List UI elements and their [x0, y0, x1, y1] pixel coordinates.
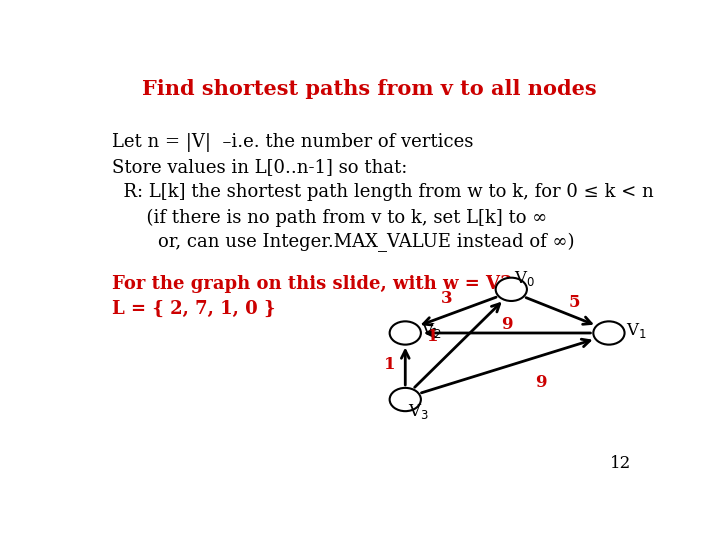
Text: V$_{3}$: V$_{3}$ — [408, 402, 429, 422]
Text: R: L[k] the shortest path length from w to k, for 0 ≤ k < n: R: L[k] the shortest path length from w … — [112, 183, 654, 201]
Circle shape — [593, 321, 624, 345]
Text: (if there is no path from v to k, set L[k] to ∞: (if there is no path from v to k, set L[… — [112, 208, 548, 226]
Text: 1: 1 — [384, 356, 395, 373]
Text: 3: 3 — [441, 290, 453, 307]
Text: 1: 1 — [428, 328, 439, 345]
Text: 5: 5 — [568, 294, 580, 312]
Text: 9: 9 — [535, 374, 546, 392]
Circle shape — [390, 388, 421, 411]
Text: V$_{2}$: V$_{2}$ — [421, 321, 441, 340]
Text: Find shortest paths from v to all nodes: Find shortest paths from v to all nodes — [142, 79, 596, 99]
Text: V$_{0}$: V$_{0}$ — [514, 269, 535, 288]
Text: Let n = |V|  –i.e. the number of vertices: Let n = |V| –i.e. the number of vertices — [112, 133, 474, 152]
Text: or, can use Integer.MAX_VALUE instead of ∞): or, can use Integer.MAX_VALUE instead of… — [112, 233, 575, 252]
Circle shape — [495, 278, 527, 301]
Text: Store values in L[0..n-1] so that:: Store values in L[0..n-1] so that: — [112, 158, 408, 177]
Text: V$_{1}$: V$_{1}$ — [626, 321, 647, 340]
Circle shape — [390, 321, 421, 345]
Text: 12: 12 — [610, 455, 631, 472]
Text: For the graph on this slide, with w = V3,: For the graph on this slide, with w = V3… — [112, 275, 519, 293]
Text: 9: 9 — [501, 316, 513, 333]
Text: L = { 2, 7, 1, 0 }: L = { 2, 7, 1, 0 } — [112, 300, 276, 318]
